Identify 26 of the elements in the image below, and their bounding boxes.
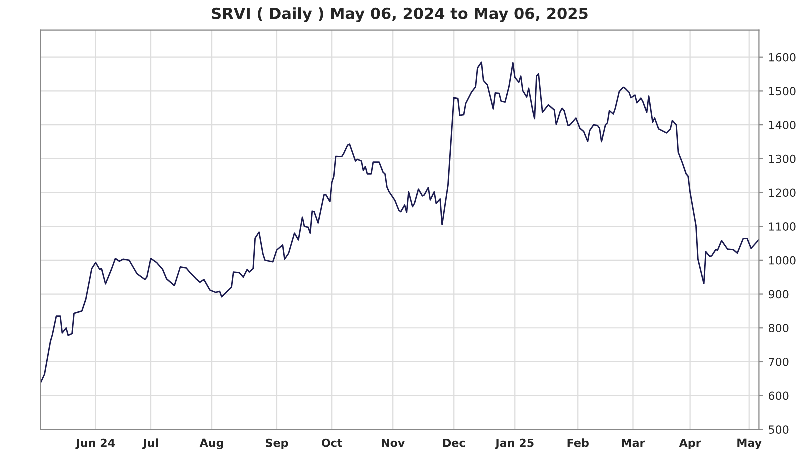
y-tick-label: 500 (769, 426, 789, 434)
x-tick-label: Jan 25 (495, 438, 534, 450)
x-tick-label: Oct (322, 438, 343, 448)
x-tick-label: May (738, 438, 762, 450)
x-tick-label: Mar (622, 439, 646, 448)
x-tick-label: Apr (679, 439, 702, 450)
x-tick-label: Dec (443, 439, 466, 448)
y-tick-label: 900 (768, 290, 789, 299)
line-series (40, 62, 760, 384)
y-tick-label: 1000 (769, 256, 796, 265)
chart-title: SRVI ( Daily ) May 06, 2024 to May 06, 2025 (212, 8, 588, 22)
y-tick-label: 1100 (769, 222, 796, 231)
x-tick-label: Feb (568, 438, 589, 448)
y-tick-label: 1500 (769, 87, 796, 96)
x-tick-label: Jul (142, 438, 158, 450)
x-tick-label: Sep (266, 438, 288, 450)
x-tick-label: Aug (200, 438, 224, 450)
y-tick-label: 600 (769, 392, 789, 400)
x-tick-label: Nov (382, 439, 406, 448)
y-tick-label: 1200 (769, 188, 796, 198)
x-tick-label: Jun 24 (76, 438, 116, 450)
y-tick-label: 800 (768, 324, 789, 332)
y-tick-label: 700 (769, 358, 789, 366)
y-tick-label: 1600 (769, 53, 796, 62)
y-tick-label: 1400 (769, 121, 796, 130)
y-tick-label: 1300 (769, 154, 796, 164)
